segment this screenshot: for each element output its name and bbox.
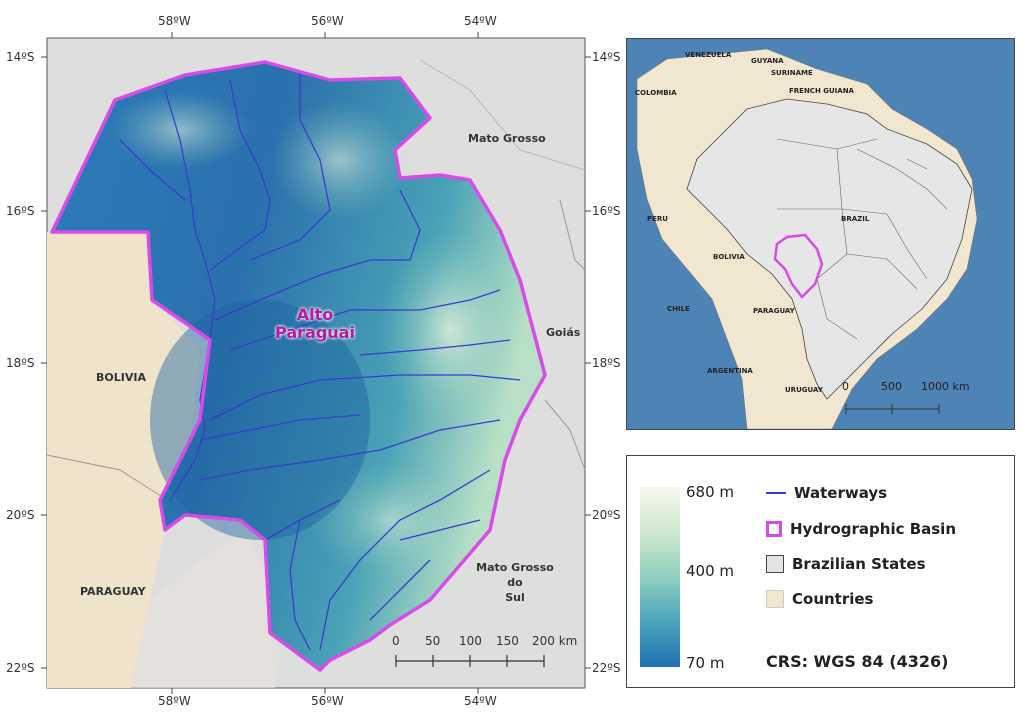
legend-panel	[626, 455, 1015, 688]
lon-tick-bottom-58: 58ºW	[158, 694, 191, 708]
basin-outline	[50, 60, 547, 672]
inset-label-uruguay: URUGUAY	[785, 386, 823, 394]
countries-label: Countries	[792, 590, 874, 608]
label-mato-grosso-do-sul: Mato Grosso do Sul	[476, 561, 554, 604]
main-scale-label-100: 100	[459, 634, 482, 648]
elevation-min-label: 70 m	[686, 654, 725, 672]
states-swatch	[766, 555, 784, 573]
waterways	[119, 70, 521, 651]
main-scale-label-50: 50	[425, 634, 441, 648]
elevation-color-ramp	[640, 487, 680, 667]
inset-scale-bar	[845, 404, 940, 414]
lat-tick-left-14: 14ºS	[6, 50, 35, 64]
main-scale-bar	[395, 655, 545, 667]
basin-swatch	[766, 521, 782, 537]
legend-item-countries: Countries	[766, 590, 873, 608]
lat-tick-left-16: 16ºS	[6, 204, 35, 218]
legend-item-basin: Hydrographic Basin	[766, 520, 956, 538]
inset-label-guyana: GUYANA	[751, 57, 784, 65]
lon-tick-top-54: 54ºW	[464, 14, 497, 28]
lat-tick-right-18: 18ºS	[592, 356, 621, 370]
inset-label-paraguay: PARAGUAY	[753, 307, 795, 315]
inset-scale-label-0: 0	[842, 380, 849, 393]
inset-label-bolivia: BOLIVIA	[713, 253, 745, 261]
main-scale-label-150: 150	[496, 634, 519, 648]
lat-tick-right-22: 22ºS	[592, 661, 621, 675]
legend-item-states: Brazilian States	[766, 555, 926, 573]
inset-label-french-guiana: FRENCH GUIANA	[789, 87, 854, 95]
paraguay-east-area	[130, 530, 280, 688]
lon-tick-bottom-56: 56ºW	[311, 694, 344, 708]
bolivia-area	[47, 232, 200, 505]
main-map: 58ºW 56ºW 54ºW 58ºW 56ºW 54ºW 14ºS 16ºS …	[6, 14, 621, 708]
inset-label-brazil: BRAZIL	[841, 215, 870, 223]
elevation-mid-label: 400 m	[686, 562, 735, 580]
inset-label-chile: CHILE	[667, 305, 690, 313]
legend-item-waterways: Waterways	[766, 484, 887, 502]
inset-label-argentina: ARGENTINA	[707, 367, 753, 375]
waterways-swatch	[766, 492, 786, 494]
label-paraguay: PARAGUAY	[80, 585, 146, 598]
countries-swatch	[766, 590, 784, 608]
brazil-land	[686, 98, 973, 400]
label-bolivia: BOLIVIA	[96, 371, 146, 384]
lat-tick-right-16: 16ºS	[592, 204, 621, 218]
inset-scale-label-500: 500	[881, 380, 902, 393]
inset-scale-label-1000: 1000 km	[921, 380, 970, 393]
label-mato-grosso: Mato Grosso	[468, 132, 546, 145]
lat-tick-right-14: 14ºS	[592, 50, 621, 64]
inset-label-suriname: SURINAME	[771, 69, 813, 77]
basin-label: Hydrographic Basin	[790, 520, 957, 538]
label-basin-name: Alto Paraguai	[275, 305, 355, 342]
label-goias: Goiás	[546, 326, 581, 339]
waterways-label: Waterways	[794, 484, 888, 502]
lon-tick-top-58: 58ºW	[158, 14, 191, 28]
lon-tick-bottom-54: 54ºW	[464, 694, 497, 708]
elevation-max-label: 680 m	[686, 483, 735, 501]
inset-basin-outline	[773, 233, 824, 299]
main-scale-label-200: 200 km	[532, 634, 578, 648]
inset-label-peru: PERU	[647, 215, 668, 223]
lat-tick-right-20: 20ºS	[592, 508, 621, 522]
lat-tick-left-18: 18ºS	[6, 356, 35, 370]
inset-map: VENEZUELA GUYANA SURINAME FRENCH GUIANA …	[626, 38, 1015, 430]
main-scale-label-0: 0	[392, 634, 400, 648]
lat-tick-left-22: 22ºS	[6, 661, 35, 675]
paraguay-area	[47, 505, 170, 688]
lon-tick-top-56: 56ºW	[311, 14, 344, 28]
inset-label-venezuela: VENEZUELA	[685, 51, 732, 59]
inset-label-colombia: COLOMBIA	[635, 89, 677, 97]
states-label: Brazilian States	[792, 555, 926, 573]
crs-label: CRS: WGS 84 (4326)	[766, 652, 949, 671]
lat-tick-left-20: 20ºS	[6, 508, 35, 522]
